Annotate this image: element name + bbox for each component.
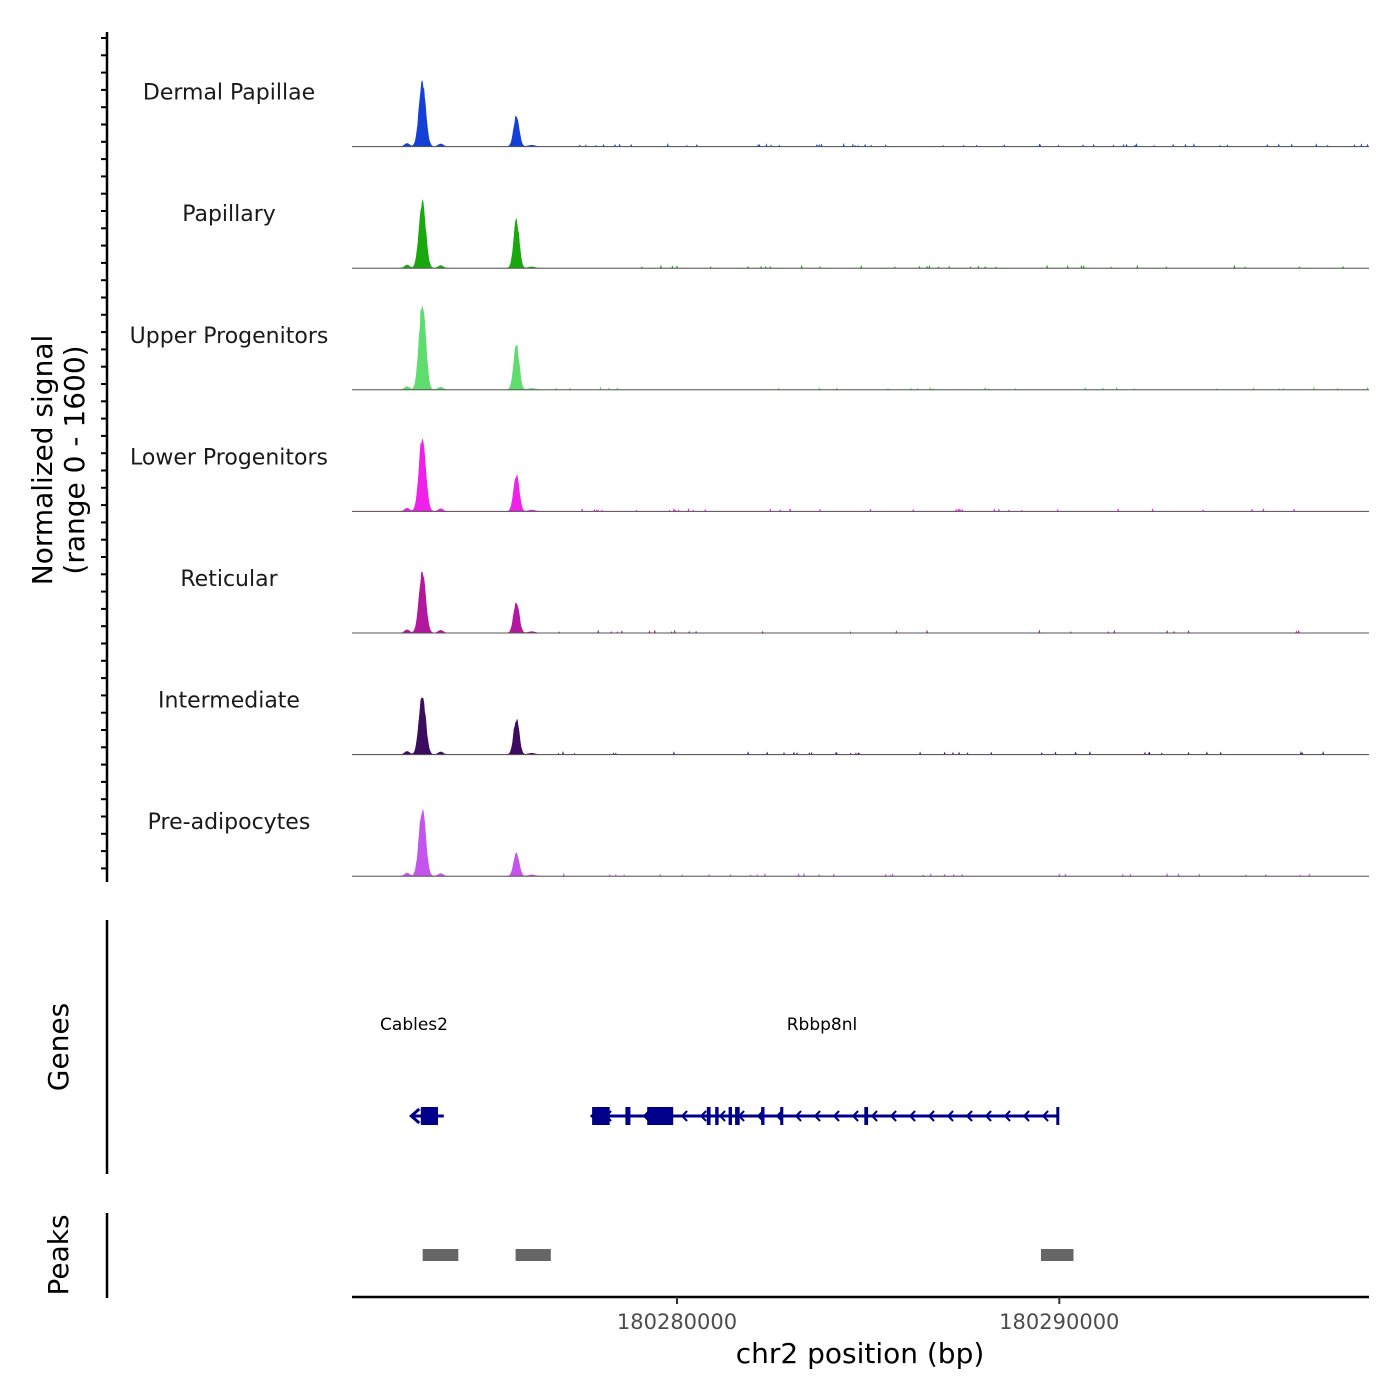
coverage-track: Dermal Papillae <box>143 80 1369 148</box>
gene-exon <box>625 1107 631 1125</box>
peak-region <box>515 1249 551 1261</box>
x-axis: 180280000 180290000 chr2 position (bp) <box>352 1295 1369 1370</box>
y-axis-title-line2: (range 0 - 1600) <box>58 345 91 574</box>
signal-y-axis <box>101 32 109 882</box>
peaks-track: Peaks <box>42 1213 1074 1298</box>
track-label: Dermal Papillae <box>143 81 315 106</box>
x-axis-ticks: 180280000 180290000 <box>617 1297 1119 1334</box>
coverage-track: Intermediate <box>158 689 1369 756</box>
gene-exon <box>864 1107 869 1125</box>
strand-arrow <box>984 1110 992 1122</box>
genes-track: Genes Cables2 Rbbp8nl <box>42 920 1060 1174</box>
strand-arrow <box>946 1110 954 1122</box>
coverage-area <box>352 306 1369 391</box>
strand-arrow <box>889 1110 897 1122</box>
gene-exon <box>780 1107 784 1125</box>
coverage-track: Pre-adipocytes <box>148 809 1369 877</box>
track-label: Papillary <box>182 202 276 227</box>
track-label: Upper Progenitors <box>130 324 329 349</box>
coverage-track: Upper Progenitors <box>130 306 1369 391</box>
x-axis-tick-label: 180290000 <box>999 1310 1119 1334</box>
gene-exon <box>728 1107 732 1125</box>
strand-arrow <box>794 1110 802 1122</box>
track-label: Lower Progenitors <box>130 445 328 470</box>
gene-exon <box>1056 1107 1060 1125</box>
strand-arrow <box>680 1110 688 1122</box>
strand-arrow <box>1022 1110 1030 1122</box>
coverage-tracks: Dermal Papillae Papillary Upper Progenitor… <box>130 80 1369 877</box>
y-axis-title: Normalized signal (range 0 - 1600) <box>26 335 91 586</box>
track-label: Intermediate <box>158 689 300 714</box>
strand-arrow <box>718 1110 726 1122</box>
gene-exon <box>420 1107 438 1125</box>
gene-model: Rbbp8nl <box>589 1015 1060 1125</box>
strand-arrow <box>1003 1110 1011 1122</box>
peak-region <box>422 1249 459 1261</box>
strand-arrow <box>813 1110 821 1122</box>
peak-regions <box>422 1249 1074 1261</box>
y-axis-title-line1: Normalized signal <box>26 335 59 586</box>
x-axis-tick-label: 180280000 <box>617 1310 737 1334</box>
strand-arrow <box>908 1110 916 1122</box>
peak-region <box>1041 1249 1074 1261</box>
gene-label: Cables2 <box>380 1015 448 1035</box>
gene-exon <box>647 1107 674 1125</box>
coverage-track: Reticular <box>180 567 1369 634</box>
gene-label: Rbbp8nl <box>787 1015 858 1035</box>
gene-end-arrow <box>408 1107 421 1125</box>
coverage-area <box>352 438 1369 513</box>
coverage-area <box>352 199 1369 269</box>
strand-arrow <box>851 1110 859 1122</box>
gene-exon <box>715 1107 719 1125</box>
peaks-track-title: Peaks <box>42 1214 75 1295</box>
coverage-area <box>352 80 1369 148</box>
coverage-track: Papillary <box>182 199 1369 269</box>
strand-arrow <box>699 1110 707 1122</box>
coverage-area <box>352 809 1369 877</box>
strand-arrow <box>1041 1110 1049 1122</box>
coverage-track: Lower Progenitors <box>130 438 1369 513</box>
gene-exon <box>592 1107 610 1125</box>
gene-models: Cables2 Rbbp8nl <box>380 1015 1060 1125</box>
strand-arrow <box>870 1110 878 1122</box>
gene-exon <box>761 1107 765 1125</box>
strand-arrow <box>832 1110 840 1122</box>
genes-track-title: Genes <box>42 1003 75 1091</box>
signal-y-axis-ticks <box>101 37 107 870</box>
coverage-area <box>352 571 1369 634</box>
strand-arrow <box>927 1110 935 1122</box>
strand-arrow <box>965 1110 973 1122</box>
track-label: Reticular <box>180 567 278 592</box>
track-label: Pre-adipocytes <box>148 810 311 835</box>
coverage-area <box>352 697 1369 756</box>
x-axis-title: chr2 position (bp) <box>736 1337 985 1370</box>
gene-exon <box>706 1107 711 1125</box>
gene-model: Cables2 <box>380 1015 448 1125</box>
gene-exon <box>735 1107 740 1125</box>
